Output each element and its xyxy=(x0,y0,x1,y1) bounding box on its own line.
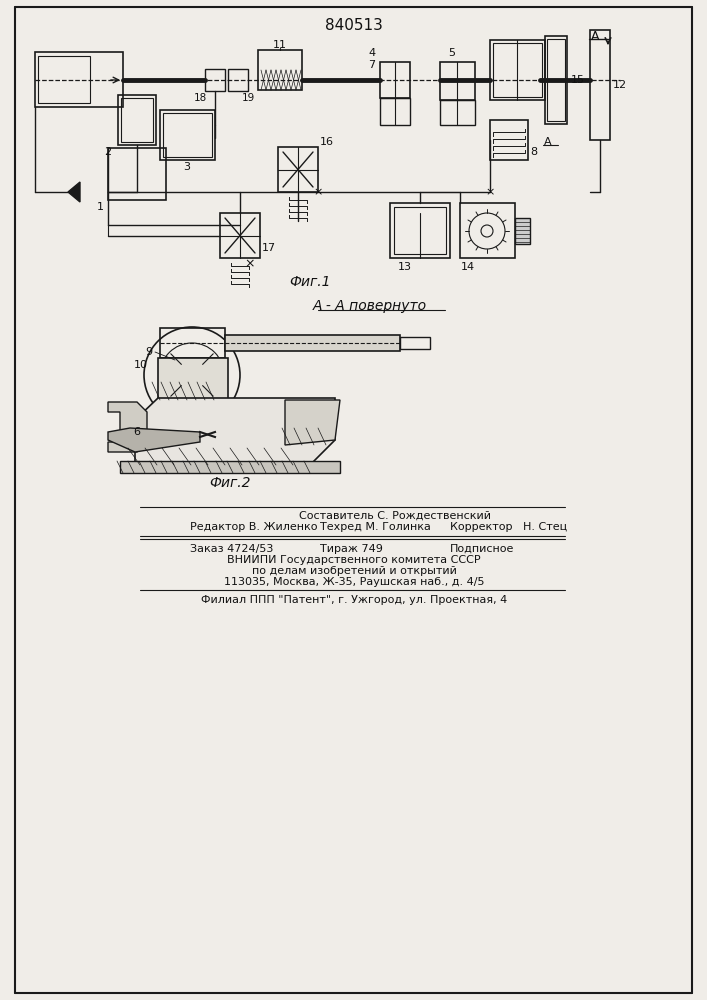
Text: Фиг.2: Фиг.2 xyxy=(209,476,251,490)
Bar xyxy=(515,218,530,244)
Bar xyxy=(590,30,610,140)
Text: 8: 8 xyxy=(530,147,537,157)
Text: 12: 12 xyxy=(613,80,627,90)
Bar xyxy=(38,56,90,103)
Bar xyxy=(163,113,212,157)
Text: ВНИИПИ Государственного комитета СССР: ВНИИПИ Государственного комитета СССР xyxy=(227,555,481,565)
Bar xyxy=(545,36,567,124)
Bar xyxy=(120,461,340,473)
Bar xyxy=(390,203,450,258)
Polygon shape xyxy=(108,428,200,452)
Text: 1: 1 xyxy=(96,202,103,212)
Text: 18: 18 xyxy=(194,93,206,103)
Text: ×: × xyxy=(313,187,322,197)
Text: 4: 4 xyxy=(368,48,375,58)
Text: 19: 19 xyxy=(241,93,255,103)
Text: Филиал ППП "Патент", г. Ужгород, ул. Проектная, 4: Филиал ППП "Патент", г. Ужгород, ул. Про… xyxy=(201,595,507,605)
Text: ×: × xyxy=(485,187,495,197)
Bar xyxy=(205,69,225,91)
Bar xyxy=(35,52,123,107)
Text: Редактор В. Жиленко: Редактор В. Жиленко xyxy=(190,522,317,532)
Text: А: А xyxy=(544,137,551,147)
Bar xyxy=(160,328,225,358)
Polygon shape xyxy=(285,400,340,445)
Bar xyxy=(493,43,542,97)
Text: 11: 11 xyxy=(273,40,287,50)
Text: Составитель С. Рождественский: Составитель С. Рождественский xyxy=(299,511,491,521)
Text: Тираж 749: Тираж 749 xyxy=(320,544,383,554)
Text: 2: 2 xyxy=(105,147,112,157)
Bar xyxy=(118,95,156,145)
Text: А - А повернуто: А - А повернуто xyxy=(313,299,427,313)
Bar xyxy=(160,110,215,160)
Bar xyxy=(380,62,410,98)
Bar xyxy=(547,39,565,121)
Bar xyxy=(220,213,260,258)
Text: 113035, Москва, Ж-35, Раушская наб., д. 4/5: 113035, Москва, Ж-35, Раушская наб., д. … xyxy=(223,577,484,587)
Text: 10: 10 xyxy=(134,360,148,370)
Bar xyxy=(108,148,166,200)
Text: 16: 16 xyxy=(320,137,334,147)
Bar xyxy=(440,100,475,125)
Text: Заказ 4724/53: Заказ 4724/53 xyxy=(190,544,274,554)
Text: 15: 15 xyxy=(571,75,585,85)
Bar xyxy=(258,50,302,90)
Bar xyxy=(400,337,430,349)
Text: 6: 6 xyxy=(133,427,140,437)
Polygon shape xyxy=(68,182,80,202)
Bar xyxy=(490,40,545,100)
Bar xyxy=(158,358,228,400)
Bar xyxy=(490,120,528,160)
Bar xyxy=(460,203,515,258)
Text: 13: 13 xyxy=(398,262,412,272)
Text: А: А xyxy=(591,29,600,42)
Bar xyxy=(440,62,475,100)
Text: 5: 5 xyxy=(448,48,455,58)
Bar xyxy=(225,335,400,351)
Bar xyxy=(380,98,410,125)
Text: Техред М. Голинка: Техред М. Голинка xyxy=(320,522,431,532)
Text: Корректор   Н. Стец: Корректор Н. Стец xyxy=(450,522,567,532)
Text: Фиг.1: Фиг.1 xyxy=(289,275,331,289)
Circle shape xyxy=(182,365,202,385)
Text: 3: 3 xyxy=(184,162,190,172)
Text: 14: 14 xyxy=(461,262,475,272)
Bar xyxy=(278,147,318,192)
Bar xyxy=(394,207,446,254)
Polygon shape xyxy=(108,402,147,452)
Text: Подписное: Подписное xyxy=(450,544,515,554)
Text: 7: 7 xyxy=(368,60,375,70)
Text: 9: 9 xyxy=(145,347,152,357)
Text: 17: 17 xyxy=(262,243,276,253)
Text: ×: × xyxy=(245,257,255,270)
Bar xyxy=(121,98,153,142)
Polygon shape xyxy=(135,398,335,465)
Text: 840513: 840513 xyxy=(325,18,383,33)
Bar xyxy=(228,69,248,91)
Text: по делам изобретений и открытий: по делам изобретений и открытий xyxy=(252,566,457,576)
